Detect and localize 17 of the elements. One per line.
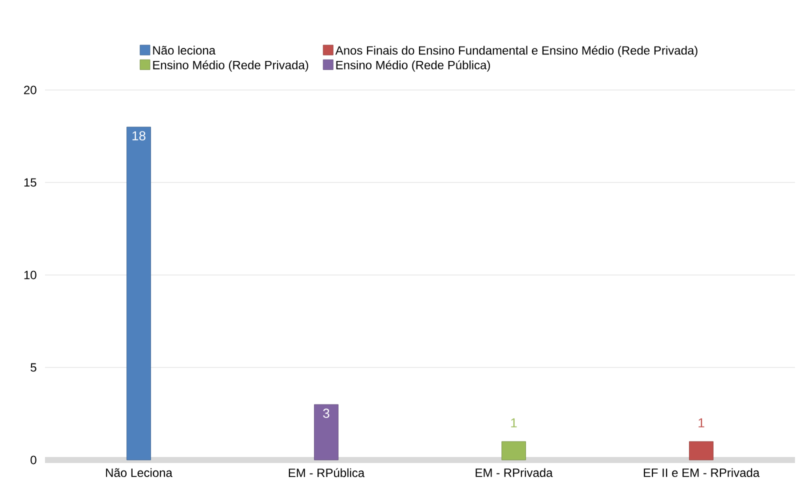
y-tick-label: 10 — [24, 270, 36, 280]
data-label: 18 — [132, 131, 146, 140]
x-tick-label: EM - RPrivada — [476, 468, 553, 477]
x-tick-label: EM - RPública — [288, 468, 365, 478]
data-label: 1 — [698, 418, 704, 428]
data-label: 1 — [511, 418, 517, 428]
y-tick-label: 15 — [24, 178, 36, 187]
legend-label: Anos Finais do Ensino Fundamental e Ensino Médio (Rede Privada) — [335, 46, 698, 58]
x-tick-label: EF II e EM - RPrivada — [644, 468, 760, 477]
data-label: 3 — [323, 408, 330, 418]
legend-label: Não leciona — [153, 46, 216, 55]
y-tick-label: 0 — [30, 456, 36, 464]
legend-label: Ensino Médio (Rede Pública) — [336, 60, 490, 72]
y-tick-label: 5 — [30, 363, 36, 372]
y-tick-label: 20 — [24, 86, 36, 94]
legend-label: Ensino Médio (Rede Privada) — [153, 60, 308, 72]
x-tick-label: Não Leciona — [106, 468, 172, 477]
